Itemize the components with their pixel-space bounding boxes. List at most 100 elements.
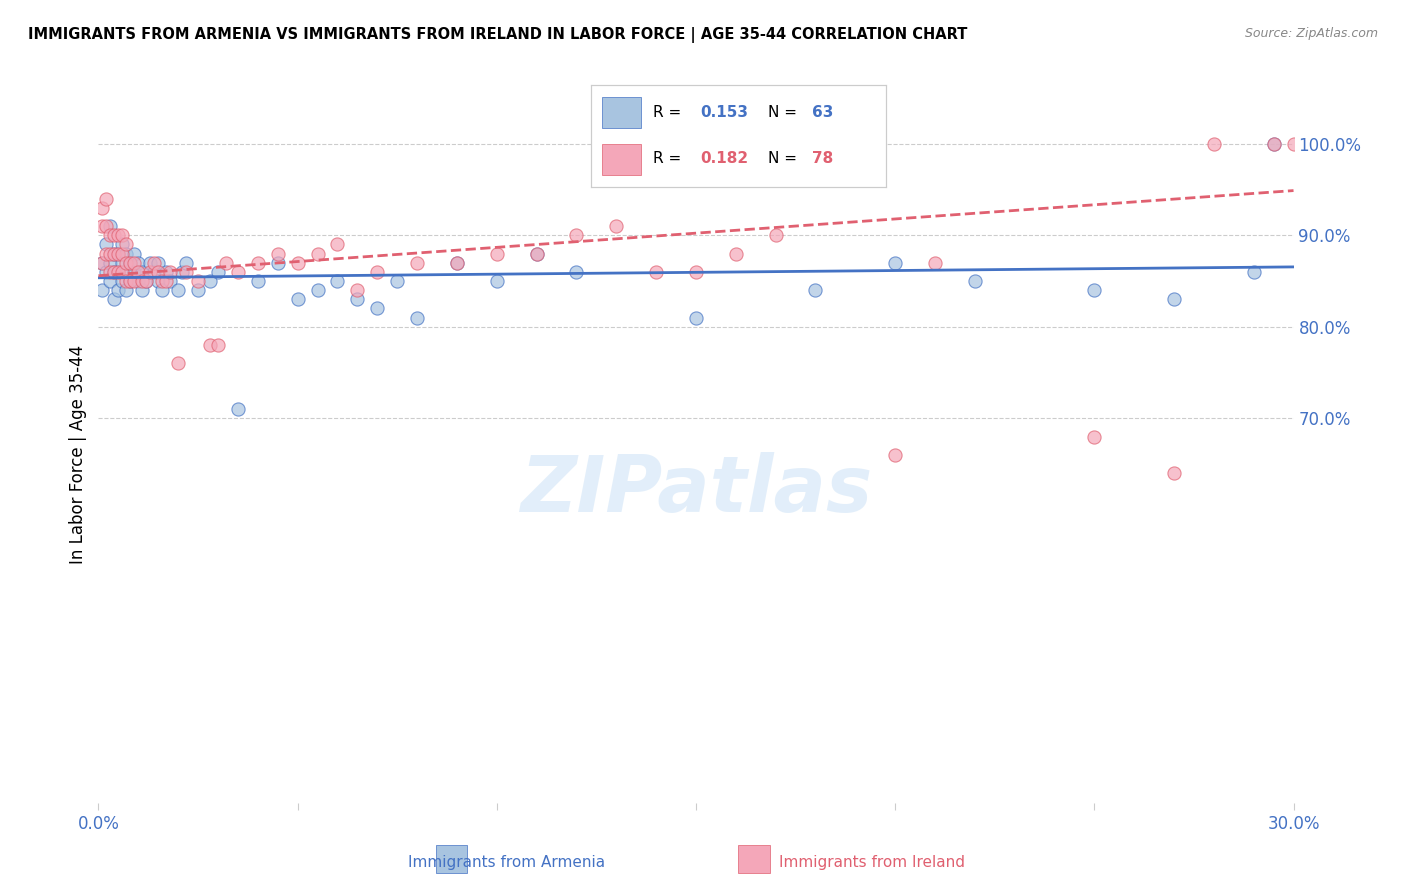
Point <box>1362 136 1385 151</box>
Bar <box>602 97 641 128</box>
Point <box>167 283 190 297</box>
Point <box>565 265 588 279</box>
Point <box>91 255 114 269</box>
Point <box>1343 136 1365 151</box>
Point <box>111 237 134 252</box>
Point <box>174 255 197 269</box>
Point <box>366 265 388 279</box>
Point <box>446 255 468 269</box>
Point <box>1322 136 1344 151</box>
Point <box>174 265 197 279</box>
Point <box>406 255 429 269</box>
Point <box>1282 136 1305 151</box>
Point <box>963 274 986 288</box>
Point <box>1163 467 1185 481</box>
Point <box>326 274 349 288</box>
Point <box>148 255 170 269</box>
Point <box>91 255 114 269</box>
Point <box>91 201 114 215</box>
Point <box>103 246 125 260</box>
Point <box>103 293 125 307</box>
Point <box>267 246 290 260</box>
Point <box>1083 283 1105 297</box>
Point <box>115 265 138 279</box>
Bar <box>602 145 641 175</box>
Point <box>107 265 129 279</box>
Point <box>924 255 946 269</box>
Point <box>127 255 149 269</box>
Point <box>167 356 190 370</box>
Point <box>100 265 122 279</box>
Point <box>96 265 118 279</box>
Point <box>115 283 138 297</box>
Point <box>100 274 122 288</box>
Point <box>143 265 166 279</box>
Point <box>107 246 129 260</box>
Point <box>131 283 153 297</box>
Point <box>135 274 157 288</box>
Point <box>96 246 118 260</box>
Point <box>150 283 173 297</box>
Point <box>446 255 468 269</box>
Point <box>287 293 309 307</box>
Point <box>1243 265 1265 279</box>
Point <box>246 274 269 288</box>
Point <box>1163 293 1185 307</box>
Point <box>124 255 146 269</box>
Point <box>107 265 129 279</box>
Text: 78: 78 <box>813 151 834 166</box>
Point <box>111 274 134 288</box>
Point <box>346 283 368 297</box>
Point <box>124 265 146 279</box>
Point <box>307 246 329 260</box>
Text: N =: N = <box>768 151 801 166</box>
Point <box>172 265 194 279</box>
Point <box>246 255 269 269</box>
Point <box>148 265 170 279</box>
Point <box>100 246 122 260</box>
Point <box>155 274 177 288</box>
Point <box>1202 136 1225 151</box>
Point <box>135 274 157 288</box>
Point <box>346 293 368 307</box>
Text: 63: 63 <box>813 105 834 120</box>
Y-axis label: In Labor Force | Age 35-44: In Labor Force | Age 35-44 <box>69 345 87 565</box>
Point <box>884 255 907 269</box>
Point <box>724 246 747 260</box>
Text: R =: R = <box>652 151 686 166</box>
Text: Source: ZipAtlas.com: Source: ZipAtlas.com <box>1244 27 1378 40</box>
Point <box>115 274 138 288</box>
Point <box>287 255 309 269</box>
Point <box>804 283 827 297</box>
Point <box>685 265 707 279</box>
Point <box>187 274 209 288</box>
Point <box>111 265 134 279</box>
Point <box>115 237 138 252</box>
Point <box>1402 136 1406 151</box>
Bar <box>436 846 467 872</box>
Point <box>215 255 238 269</box>
Point <box>111 228 134 243</box>
Point <box>159 265 181 279</box>
Point <box>103 246 125 260</box>
Point <box>187 283 209 297</box>
Point <box>91 219 114 233</box>
Point <box>120 255 142 269</box>
Point <box>103 265 125 279</box>
Point <box>111 255 134 269</box>
Point <box>124 274 146 288</box>
Point <box>1382 136 1405 151</box>
Point <box>91 283 114 297</box>
Point <box>120 274 142 288</box>
Point <box>120 274 142 288</box>
Point <box>526 246 548 260</box>
Point <box>107 246 129 260</box>
Point <box>100 255 122 269</box>
Point <box>645 265 668 279</box>
Text: 0.182: 0.182 <box>700 151 748 166</box>
Point <box>207 265 229 279</box>
Point <box>406 310 429 325</box>
Point <box>685 310 707 325</box>
Point <box>198 338 221 352</box>
Point <box>485 274 508 288</box>
